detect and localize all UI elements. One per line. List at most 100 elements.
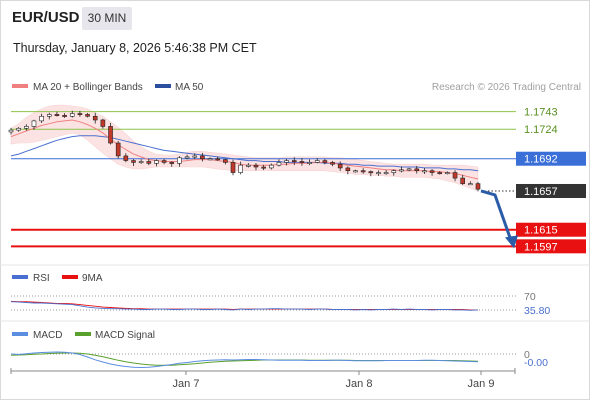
candle-body [383,172,389,175]
candle-body [445,172,450,175]
candle-body [253,164,259,168]
macd-legend-label: MACD [33,330,62,341]
instrument-title: EUR/USD [12,9,80,26]
candle-body [268,164,274,169]
candle-body [39,115,44,122]
candle-body [337,163,343,169]
rsi-ma-legend-swatch [62,275,78,279]
candle-body [115,142,121,157]
candle-body [246,164,251,167]
candle-body [299,161,305,163]
candle-body [85,114,90,117]
resistance_1-label: 1.1724 [524,124,558,136]
candle-body [330,162,335,165]
bollinger-band [10,104,479,192]
candle-body [154,160,159,164]
rsi-legend-label: RSI [33,273,50,284]
macd-zero-label: 0 [524,349,530,361]
candle-body [307,162,312,164]
candle-body [399,169,404,172]
candle-body [169,162,175,164]
projection-arrow [480,189,514,244]
candle-body [146,161,152,164]
macd-value-label: -0.00 [524,357,548,369]
candle-body [16,127,21,131]
rsi-panel: 70 35.80 [10,291,550,317]
candle-body [353,170,358,173]
pivot-label: 1.1692 [524,154,558,166]
candle-body [406,168,412,171]
candle-body [54,114,60,116]
credit-text: Research © 2026 Trading Central [432,82,581,93]
candle-body [192,155,198,158]
support_1-label-box [516,222,586,237]
candle-body [360,170,366,173]
rsi-value-label: 35.80 [524,305,550,317]
x-tick-label: Jan 8 [346,378,373,390]
ma50-legend-label: MA 50 [175,82,204,93]
price-panel: 1.1743 1.1724 1.1692 1.1657 1.1615 1.1597 [8,104,586,254]
candle-body [429,170,435,173]
candle-body [230,162,236,173]
candle-body [391,170,397,173]
current-label-box [516,183,586,198]
candle-body [92,115,98,121]
candle-body [138,161,144,163]
candle-body [123,155,129,161]
candle-body [468,183,473,186]
candle-body [108,126,113,144]
timestamp: Thursday, January 8, 2026 5:46:38 PM CET [13,41,257,55]
candle-body [437,172,443,175]
candle-body [161,160,167,163]
candle-body [452,172,458,179]
candle-body [177,157,182,164]
candle-body [368,171,374,174]
x-axis: Jan 7 Jan 8 Jan 9 [173,371,495,390]
x-tick-label: Jan 7 [173,378,200,390]
ma50-line [10,135,479,172]
macd-legend-swatch [12,332,28,336]
rsi-70-label: 70 [524,291,536,303]
macd-signal-legend-swatch [75,332,91,336]
ma50-legend-swatch [155,84,171,88]
current-label: 1.1657 [524,186,558,198]
candle-body [345,167,351,172]
candle-body [276,162,282,166]
macd-signal-legend-label: MACD Signal [95,330,155,341]
macd-panel: 0-0.00 [10,349,548,369]
candle-body [414,168,420,172]
ma20-legend-label: MA 20 + Bollinger Bands [33,82,143,93]
candle-body [62,115,67,117]
candle-body [184,156,190,159]
rsi-ma-legend-label: 9MA [82,273,103,284]
candle-body [284,160,289,163]
support_1-label: 1.1615 [524,225,558,237]
resistance_2-label: 1.1743 [524,107,558,119]
pivot-label-box [516,151,586,166]
candle-body [8,129,14,133]
candle-body [475,183,481,190]
candle-body [322,160,328,163]
candle-body [460,177,465,184]
ma20-legend-swatch [12,84,28,88]
candle-body [422,170,427,173]
candle-body [24,126,29,129]
support_2-label-box [516,239,586,254]
support_2-label: 1.1597 [524,241,558,253]
candle-body [314,160,320,163]
candle-body [100,119,106,127]
candle-body [215,158,221,161]
rsi-legend-swatch [12,275,28,279]
candle-body [207,158,213,161]
candle-body [238,164,243,173]
candle-body [261,166,266,169]
x-tick-label: Jan 9 [468,378,495,390]
candle-body [69,113,75,117]
timeframe-button[interactable]: 30 MIN [82,7,132,30]
projection-arrowhead [505,235,518,249]
candle-body [376,172,381,175]
candle-body [200,155,205,160]
candle-body [46,114,52,117]
rsi-line [10,301,479,311]
